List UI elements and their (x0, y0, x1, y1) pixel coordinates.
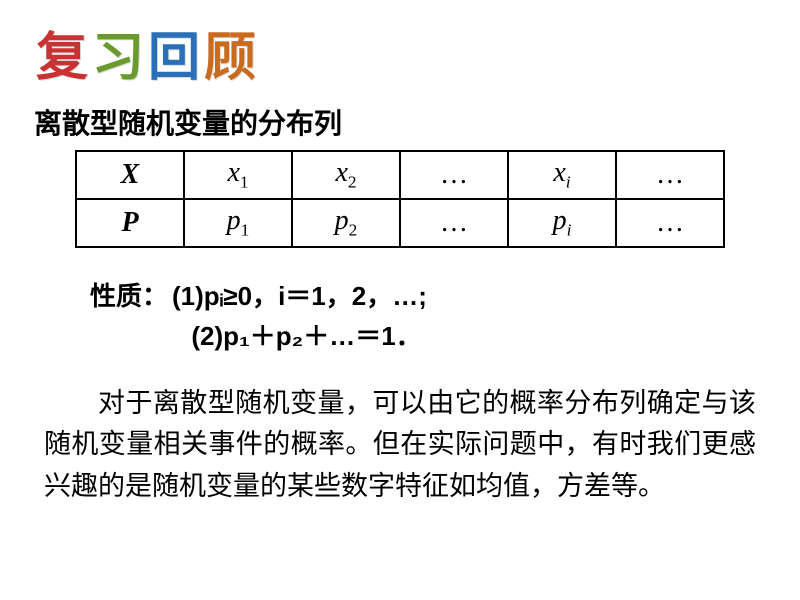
table-cell: x1 (184, 151, 292, 199)
table-cell: … (400, 151, 508, 199)
table-cell: … (616, 199, 724, 247)
title-char: 顾 (204, 15, 260, 90)
table-header-cell: P (76, 199, 184, 247)
table-cell: x2 (292, 151, 400, 199)
title-char: 习 (92, 15, 148, 90)
property-line-1: (1)pᵢ≥0，i＝1，2，…; (172, 281, 427, 311)
distribution-table: Xx1x2…xi…Pp1p2…pi… (75, 150, 725, 248)
section-subtitle: 离散型随机变量的分布列 (34, 102, 770, 142)
title-char: 复 (36, 15, 92, 90)
table-cell: p2 (292, 199, 400, 247)
title-char: 回 (148, 15, 204, 90)
table-cell: pi (508, 199, 616, 247)
properties-label: 性质： (90, 281, 168, 311)
table-header-cell: X (76, 151, 184, 199)
table-cell: … (616, 151, 724, 199)
table-cell: … (400, 199, 508, 247)
page-title: 复习回顾 (36, 15, 770, 90)
table-cell: xi (508, 151, 616, 199)
body-paragraph: 对于离散型随机变量，可以由它的概率分布列确定与该随机变量相关事件的概率。但在实际… (30, 383, 770, 509)
table-cell: p1 (184, 199, 292, 247)
properties-block: 性质：(1)pᵢ≥0，i＝1，2，…; (2)p₁＋p₂＋…＝1． (90, 276, 770, 357)
property-line-2: (2)p₁＋p₂＋…＝1． (191, 316, 770, 356)
